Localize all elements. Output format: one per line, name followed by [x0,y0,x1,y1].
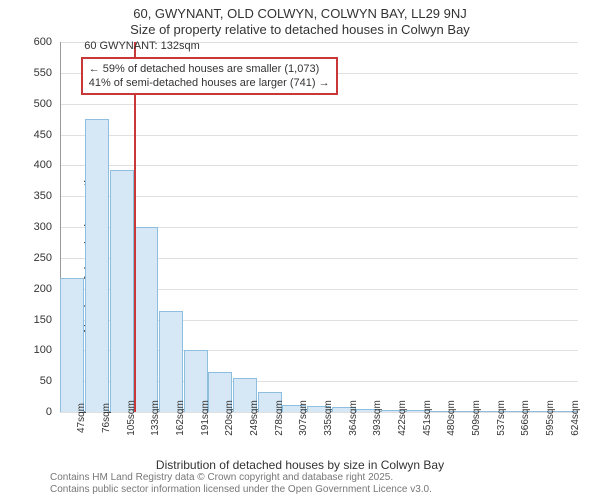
annotation-line-1: ← 59% of detached houses are smaller (1,… [89,62,330,76]
y-tick-label: 300 [12,221,52,233]
y-tick-label: 600 [12,36,52,48]
y-tick-label: 400 [12,159,52,171]
y-tick-label: 100 [12,344,52,356]
x-tick-label: 480sqm [446,400,457,436]
histogram-bar [60,278,84,412]
histogram-bar [134,227,158,412]
y-tick-label: 550 [12,67,52,79]
chart-title-main: 60, GWYNANT, OLD COLWYN, COLWYN BAY, LL2… [0,6,600,21]
gridline [60,135,578,136]
x-tick-label: 509sqm [471,400,482,436]
marker-line [134,42,136,412]
x-tick-label: 595sqm [545,400,556,436]
chart-title-sub: Size of property relative to detached ho… [0,22,600,37]
y-tick-label: 150 [12,314,52,326]
y-tick-label: 200 [12,283,52,295]
chart-container: 60, GWYNANT, OLD COLWYN, COLWYN BAY, LL2… [0,0,600,500]
y-tick-label: 250 [12,252,52,264]
y-tick-label: 50 [12,375,52,387]
x-axis-label: Distribution of detached houses by size … [0,458,600,472]
x-tick-label: 422sqm [397,400,408,436]
annotation-box: ← 59% of detached houses are smaller (1,… [81,57,338,96]
x-tick-label: 566sqm [520,400,531,436]
y-tick-label: 350 [12,190,52,202]
x-tick-label: 537sqm [496,400,507,436]
x-tick-label: 393sqm [372,400,383,436]
x-tick-label: 624sqm [570,400,581,436]
y-tick-label: 450 [12,129,52,141]
histogram-bar [159,311,183,412]
annotation-line-2: 41% of semi-detached houses are larger (… [89,76,330,90]
footer-line-1: Contains HM Land Registry data © Crown c… [50,472,432,484]
y-tick-label: 0 [12,406,52,418]
marker-title: 60 GWYNANT: 132sqm [84,40,200,52]
plot-area: 05010015020025030035040045050055060047sq… [60,42,578,412]
gridline [60,196,578,197]
histogram-bar [85,119,109,412]
gridline [60,165,578,166]
x-tick-label: 335sqm [323,400,334,436]
gridline [60,104,578,105]
footer-text: Contains HM Land Registry data © Crown c… [50,472,432,496]
x-tick-label: 451sqm [422,400,433,436]
footer-line-2: Contains public sector information licen… [50,484,432,496]
y-tick-label: 500 [12,98,52,110]
histogram-bar [110,170,134,412]
x-tick-label: 364sqm [348,400,359,436]
